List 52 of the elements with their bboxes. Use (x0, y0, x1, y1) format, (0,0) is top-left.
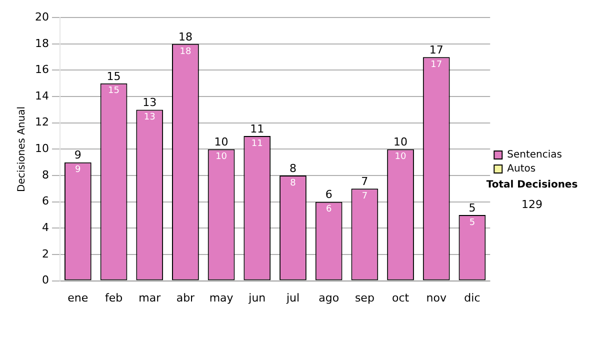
x-tick-label: ago (318, 291, 340, 304)
x-tick-label: ene (68, 291, 88, 304)
y-tick-label: 14 (34, 89, 49, 102)
y-tick-label: 20 (34, 10, 49, 24)
x-tick-label: may (209, 291, 234, 304)
x-tick-label: sep (354, 291, 374, 304)
x-tick-label: feb (104, 291, 123, 304)
data-label: 9 (75, 165, 82, 176)
annotation: Total Decisiones (486, 180, 578, 191)
x-tick-label: nov (426, 291, 447, 304)
data-label: 15 (108, 86, 120, 96)
total-label: 17 (429, 43, 444, 56)
y-tick-label: 12 (34, 116, 49, 129)
y-tick-label: 16 (34, 63, 49, 76)
total-label: 6 (325, 188, 332, 202)
legend-label: Autos (507, 164, 536, 175)
y-tick-label: 2 (42, 247, 49, 260)
x-tick-label: jul (285, 291, 300, 304)
data-label: 8 (290, 178, 296, 188)
total-label: 9 (74, 148, 82, 162)
y-tick-label: 0 (42, 274, 49, 287)
y-tick-label: 8 (42, 168, 49, 182)
x-tick-label: dic (464, 291, 480, 304)
text: 129 (522, 198, 542, 211)
x-tick-label: oct (392, 291, 410, 304)
data-label: 10 (394, 152, 407, 162)
total-label: 13 (142, 96, 157, 110)
data-label: 7 (362, 192, 368, 202)
data-label: 13 (144, 112, 156, 123)
y-tick-label: 18 (34, 36, 49, 50)
data-label: 18 (180, 46, 192, 57)
x-tick-label: mar (138, 291, 162, 304)
x-tick-label: abr (176, 291, 196, 304)
data-label: 10 (216, 152, 228, 162)
total-label: 5 (468, 201, 476, 214)
total-label: 18 (178, 30, 192, 44)
total-label: 10 (214, 136, 228, 149)
y-axis-title: Decisiones Anual (16, 106, 28, 192)
data-label: 6 (326, 204, 332, 215)
y-tick-label: 10 (34, 142, 49, 156)
data-label: 17 (430, 60, 442, 70)
y-tick-label: 4 (42, 221, 49, 234)
legend-label: Sentencias (507, 150, 562, 161)
total-label: 15 (106, 70, 121, 83)
data-label: 5 (469, 218, 476, 228)
data-label: 11 (251, 138, 263, 149)
total-label: 10 (394, 136, 408, 149)
total-label: 7 (361, 175, 368, 188)
total-label: 11 (250, 122, 264, 136)
x-tick-label: jun (248, 291, 266, 304)
y-tick-label: 6 (42, 194, 49, 208)
total-label: 8 (289, 162, 296, 175)
